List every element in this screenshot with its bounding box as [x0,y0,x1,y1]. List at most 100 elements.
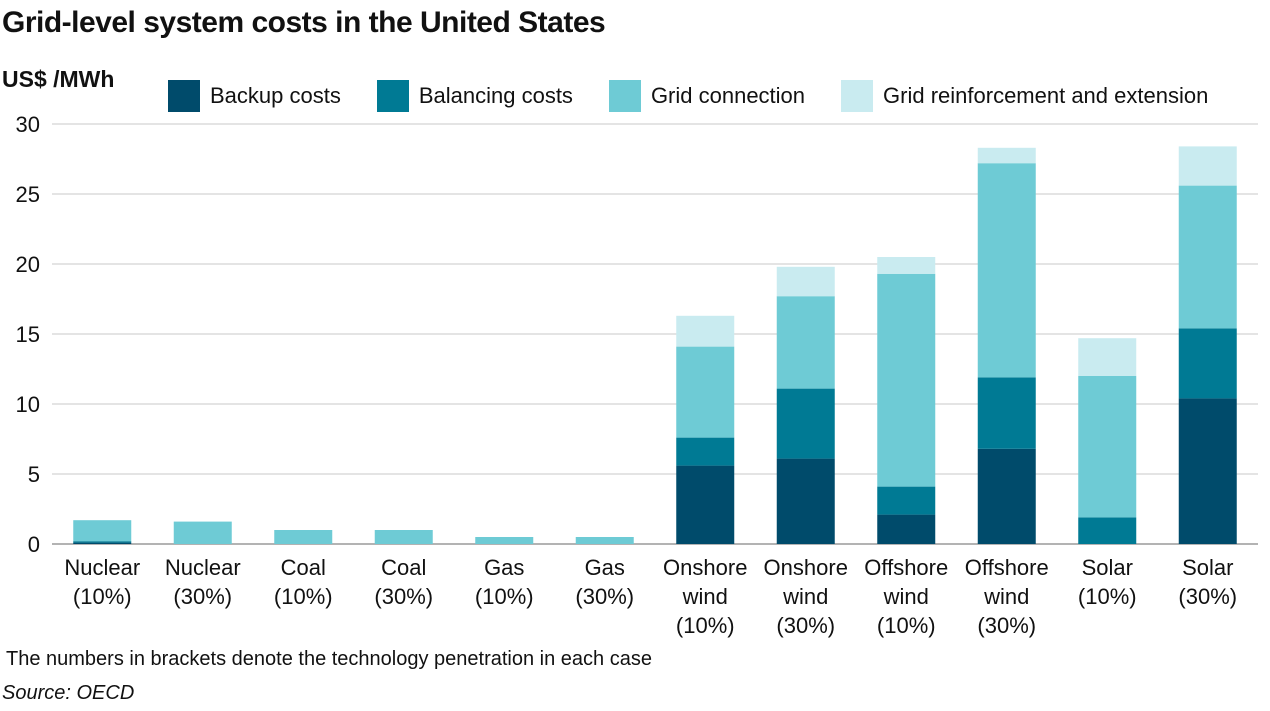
x-tick-label-9: Offshore wind (30%) [965,555,1049,638]
x-tick-label-line: Onshore [764,555,848,580]
x-tick-label-line: Onshore [663,555,747,580]
bar-segment-6-0 [676,465,735,544]
y-axis-unit-label: US$ /MWh [2,66,115,92]
y-tick-label-5: 5 [28,462,40,487]
x-tick-label-line: (10%) [475,584,534,609]
legend-item-grid-reinforcement: Grid reinforcement and extension [841,80,1208,112]
x-tick-label-line: Offshore [965,555,1049,580]
x-tick-label-line: Nuclear [64,555,140,580]
x-tick-label-line: Gas [585,555,625,580]
bar-segment-7-3 [776,266,835,297]
x-tick-label-line: Solar [1082,555,1133,580]
x-tick-label-0: Nuclear (10%) [64,555,140,609]
x-tick-label-line: (10%) [676,613,735,638]
x-tick-label-line: (10%) [274,584,333,609]
bar-segment-8-0 [877,514,936,544]
x-tick-label-line: wind [782,584,828,609]
bar-segment-5-2 [575,537,634,544]
bar-segment-10-2 [1078,376,1137,518]
legend-label-backup: Backup costs [210,83,341,108]
x-tick-label-2: Coal (10%) [274,555,333,609]
bar-segment-0-1 [73,541,132,543]
bar-segment-10-3 [1078,338,1137,376]
bar-segment-7-1 [776,388,835,459]
bar-segment-9-2 [977,163,1036,378]
x-tick-label-line: Coal [281,555,326,580]
x-tick-label-8: Offshore wind (10%) [864,555,948,638]
x-tick-label-line: Coal [381,555,426,580]
bar-segment-7-0 [776,458,835,544]
x-tick-label-line: (30%) [776,613,835,638]
legend-swatch-backup [168,80,200,112]
bar-segment-8-1 [877,486,936,515]
legend-label-balancing: Balancing costs [418,83,573,108]
bar-segment-4-2 [475,537,534,544]
chart-note: The numbers in brackets denote the techn… [6,648,652,670]
bar-segment-9-0 [977,448,1036,544]
x-tick-label-line: Nuclear [165,555,241,580]
bar-segment-8-2 [877,273,936,487]
gridlines [52,123,1258,545]
x-tick-label-10: Solar (10%) [1078,555,1137,609]
x-tick-label-line: wind [883,584,929,609]
bar-segment-6-1 [676,437,735,466]
bar-segment-9-3 [977,147,1036,164]
bar-segment-7-2 [776,296,835,389]
y-tick-label-20: 20 [16,252,40,277]
bar-segment-0-2 [73,520,132,542]
y-tick-label-30: 30 [16,112,40,137]
legend-item-balancing: Balancing costs [376,80,573,112]
x-tick-label-line: (30%) [374,584,433,609]
legend-swatch-grid-connection [608,80,641,112]
x-tick-label-line: wind [983,584,1029,609]
bar-segment-11-2 [1178,185,1237,329]
y-tick-label-15: 15 [16,322,40,347]
x-tick-label-3: Coal (30%) [374,555,433,609]
legend-swatch-grid-reinforcement [841,80,874,112]
bar-segment-3-2 [374,530,433,544]
x-tick-label-4: Gas (10%) [475,555,534,609]
x-tick-label-1: Nuclear (30%) [165,555,241,609]
y-axis-ticks: 0 5 10 15 20 25 30 [16,112,40,557]
legend-item-backup: Backup costs [168,80,341,112]
x-tick-label-line: (30%) [977,613,1036,638]
x-tick-label-11: Solar (30%) [1178,555,1237,609]
bars [73,146,1237,544]
chart-title: Grid-level system costs in the United St… [2,6,606,39]
bar-segment-8-3 [877,257,936,274]
chart-legend: Backup costs Balancing costs Grid connec… [168,80,1244,112]
bar-segment-10-1 [1078,517,1137,544]
x-tick-label-line: (30%) [173,584,232,609]
x-tick-label-7: Onshore wind (30%) [764,555,848,638]
bar-segment-11-1 [1178,328,1237,399]
bar-segment-1-2 [173,521,232,544]
x-tick-label-line: (10%) [73,584,132,609]
bar-segment-9-1 [977,377,1036,449]
legend-label-grid-reinforcement: Grid reinforcement and extension [883,83,1209,108]
x-tick-label-line: (10%) [877,613,936,638]
y-tick-label-25: 25 [16,182,40,207]
bar-segment-6-3 [676,315,735,347]
bar-segment-2-2 [274,530,333,544]
bar-segment-0-0 [73,542,132,544]
x-tick-label-line: wind [682,584,728,609]
chart-source: Source: OECD [2,682,135,704]
bar-segment-11-0 [1178,398,1237,544]
y-tick-label-10: 10 [16,392,40,417]
x-tick-label-5: Gas (30%) [575,555,634,609]
bar-segment-11-3 [1178,146,1237,186]
legend-label-grid-connection: Grid connection [650,83,806,108]
x-tick-label-line: Offshore [864,555,948,580]
legend-swatch-balancing [376,80,409,112]
x-tick-label-line: (30%) [1178,584,1237,609]
x-tick-label-line: Gas [484,555,524,580]
y-tick-label-0: 0 [28,532,40,557]
x-tick-label-line: (10%) [1078,584,1137,609]
x-axis-ticks: Nuclear (10%) Nuclear (30%) Coal (10%) Coal (30… [64,555,1237,638]
bar-segment-6-2 [676,346,735,438]
x-tick-label-6: Onshore wind (10%) [663,555,747,638]
x-tick-label-line: Solar [1182,555,1233,580]
legend-item-grid-connection: Grid connection [608,80,806,112]
x-tick-label-line: (30%) [575,584,634,609]
